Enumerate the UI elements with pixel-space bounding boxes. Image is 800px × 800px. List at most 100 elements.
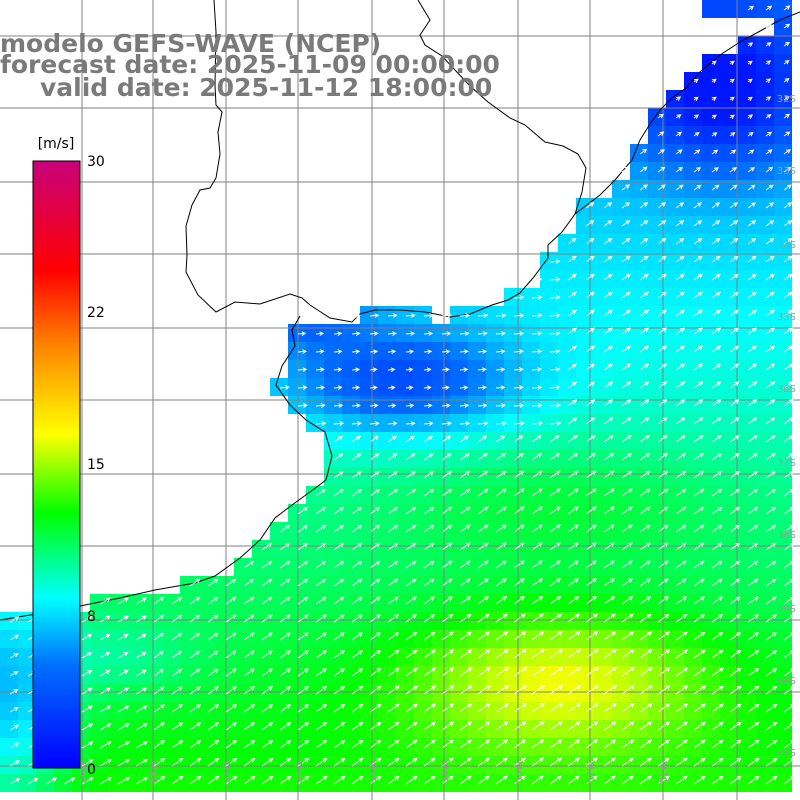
wind-arrow [639,399,650,407]
wind-speed-cell [558,306,576,324]
wind-arrow [549,295,561,300]
wind-speed-cell [342,342,360,360]
wind-arrow [639,631,653,641]
wind-arrow [639,721,653,731]
wind-arrow [693,309,703,317]
wind-speed-cell [216,648,234,666]
wind-speed-cell [666,216,684,234]
valid-date: valid date: 2025-11-12 18:00:00 [40,73,493,102]
wind-arrow [81,669,93,677]
wind-arrow [243,722,256,731]
wind-speed-cell [180,702,198,720]
wind-speed-cell [378,486,396,504]
wind-speed-cell [648,198,666,216]
wind-speed-cell [558,756,576,774]
wind-speed-cell [324,594,342,612]
wind-speed-cell [576,342,594,360]
wind-speed-cell [612,288,630,306]
wind-speed-cell [414,504,432,522]
wind-arrow [279,722,292,731]
wind-speed-cell [414,666,432,684]
wind-arrow [603,363,614,371]
wind-arrow [621,309,631,317]
wind-arrow [765,740,778,749]
wind-speed-cell [738,468,756,486]
wind-speed-cell [486,324,504,342]
wind-speed-cell [180,630,198,648]
wind-arrow [585,488,597,497]
wind-speed-cell [486,306,504,324]
wind-speed-cell [648,612,666,630]
wind-speed-cell [342,360,360,378]
wind-arrow [477,666,491,677]
wind-speed-cell [702,306,720,324]
wind-arrow [585,202,595,209]
wind-arrow [603,648,617,659]
wind-speed-cell [486,378,504,396]
wind-arrow [657,291,667,299]
wind-speed-cell [504,378,522,396]
wind-arrow [369,560,381,569]
wind-arrow [765,309,775,317]
wind-speed-cell [162,756,180,774]
wind-arrow [639,560,651,569]
wind-arrow [441,367,450,373]
wind-arrow [369,349,379,355]
wind-arrow [585,560,597,569]
wind-speed-cell [684,252,702,270]
wind-speed-cell [432,738,450,756]
wind-arrow [315,632,327,641]
wind-speed-cell [468,324,486,342]
wind-arrow [441,435,452,443]
wind-speed-cell [486,342,504,360]
wind-speed-cell [738,432,756,450]
wind-speed-cell [558,702,576,720]
wind-arrow [351,578,363,587]
wind-arrow [189,596,201,605]
wind-speed-cell [684,738,702,756]
wind-speed-cell [216,756,234,774]
wind-speed-cell [396,468,414,486]
wind-arrow [657,614,670,623]
wind-arrow [693,703,707,713]
wind-speed-cell [702,270,720,288]
wind-arrow [747,399,758,407]
wind-speed-cell [630,414,648,432]
wind-speed-cell [432,612,450,630]
wind-speed-cell [522,360,540,378]
wind-speed-cell [540,666,558,684]
wind-arrow [603,613,616,623]
wind-arrow [711,327,722,335]
wind-arrow [693,453,705,461]
wind-arrow [495,649,509,659]
wind-speed-cell [468,378,486,396]
wind-arrow [297,775,310,785]
wind-arrow [603,435,614,443]
wind-arrow [621,757,634,767]
wind-speed-cell [180,684,198,702]
wind-speed-cell [486,774,504,792]
wind-arrow [603,291,613,299]
wind-arrow [783,578,795,587]
wind-arrow [333,331,343,337]
wind-speed-cell [198,720,216,738]
wind-speed-cell [432,432,450,450]
wind-speed-cell [504,540,522,558]
coastline-northeast [574,11,800,215]
wind-speed-cell [738,126,756,144]
wind-arrow [747,614,759,623]
wind-speed-cell [162,702,180,720]
wind-arrow [171,632,183,641]
wind-arrow [711,238,721,245]
wind-speed-cell [684,324,702,342]
wind-arrow [315,650,327,659]
wind-arrow [657,381,668,389]
wind-arrow [549,666,564,677]
wind-arrow [747,42,754,47]
wind-speed-cell [648,234,666,252]
wind-speed-cell [612,180,630,198]
wind-speed-cell [468,738,486,756]
wind-arrow [675,488,687,497]
wind-arrow [315,596,327,605]
wind-speed-cell [486,594,504,612]
